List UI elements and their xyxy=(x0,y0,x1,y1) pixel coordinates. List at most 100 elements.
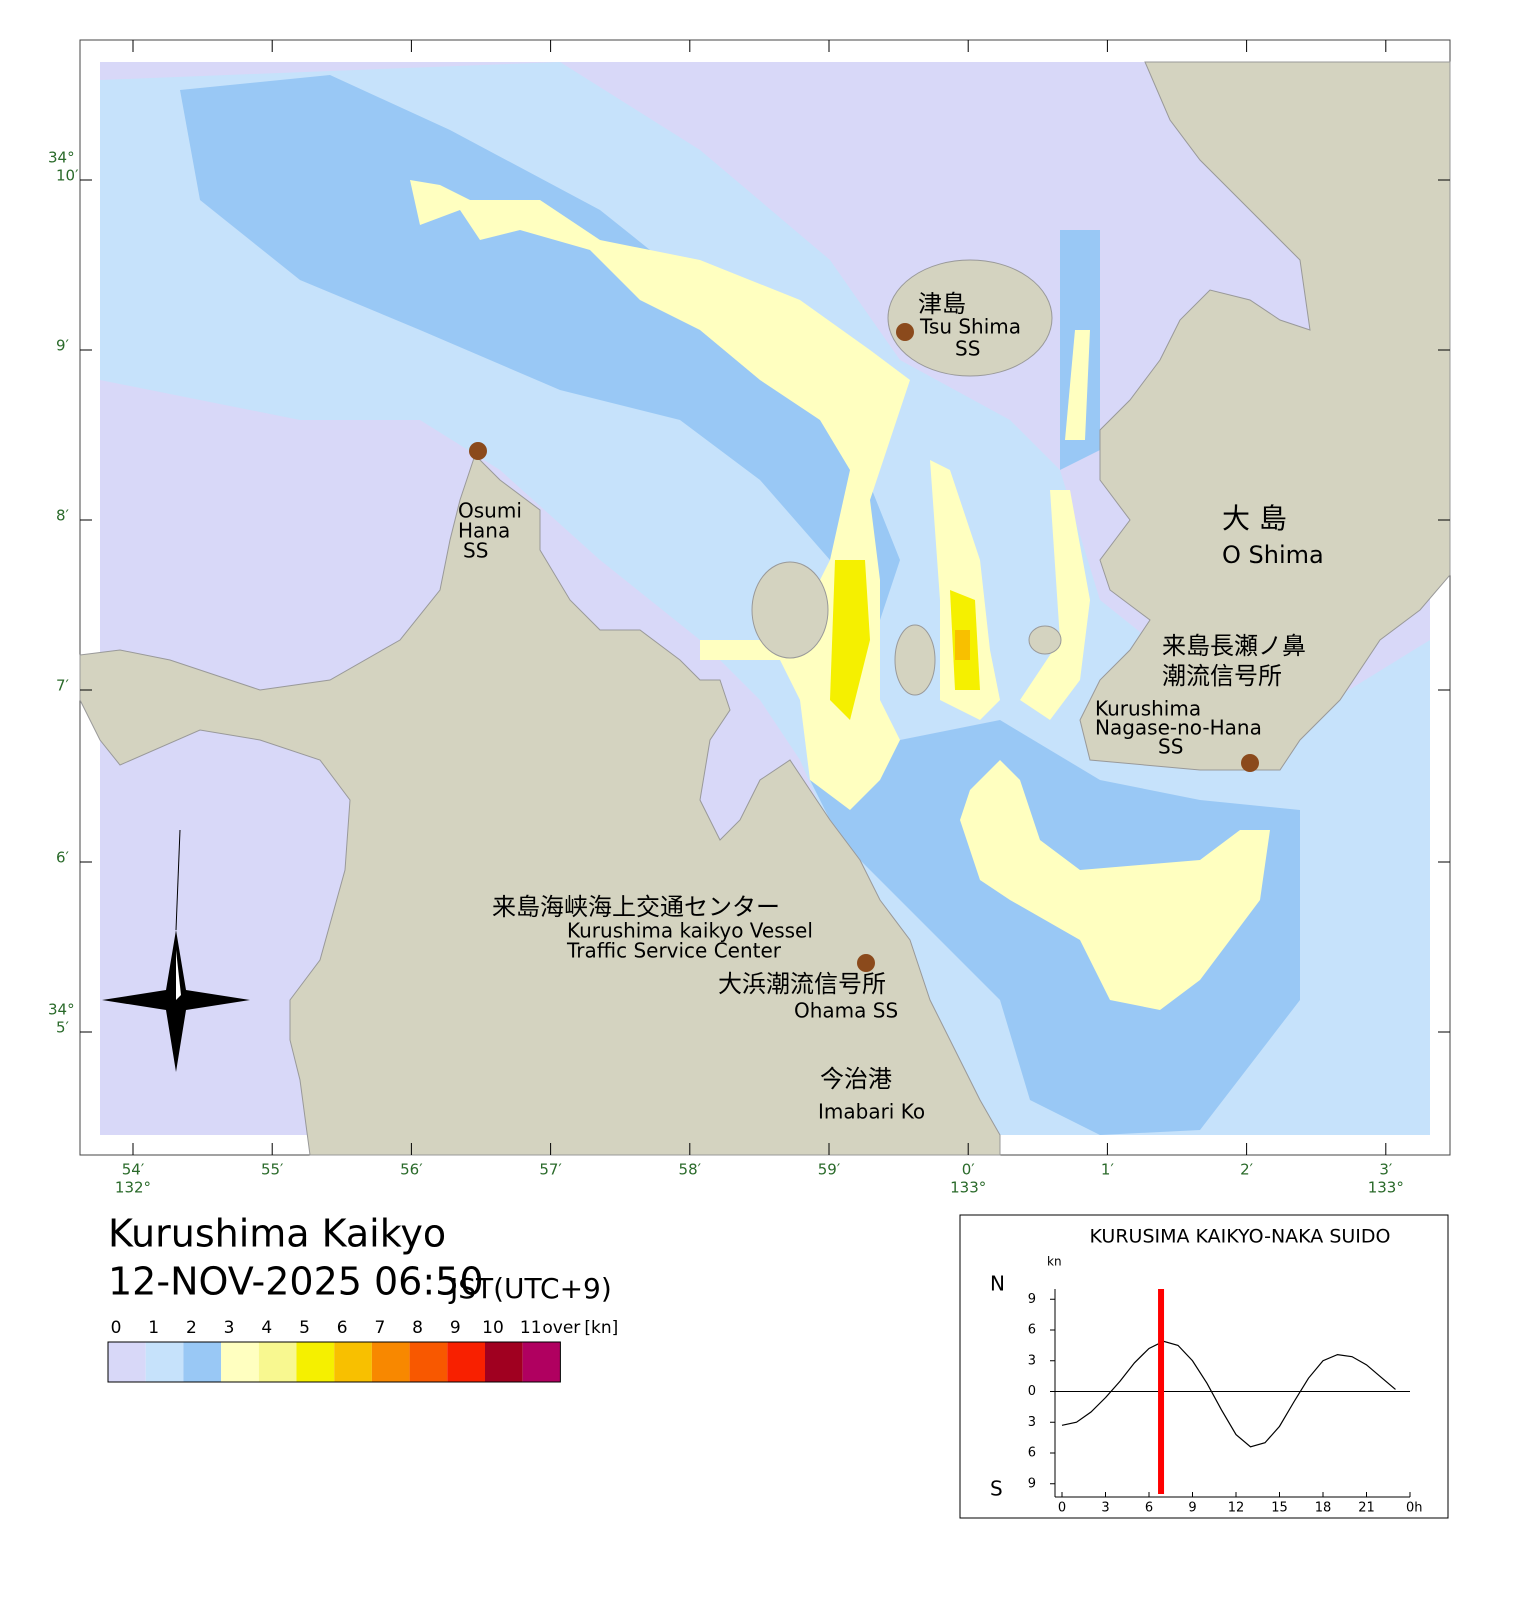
place-label: Tsu Shima xyxy=(919,315,1021,339)
lon-minute: 54′ xyxy=(122,1161,145,1179)
y-tick-label: 6 xyxy=(1028,1323,1036,1338)
place-label: Kurushima xyxy=(1095,697,1201,721)
x-tick-label: 9 xyxy=(1188,1501,1196,1516)
lon-degree: 133° xyxy=(1368,1179,1404,1197)
tide-unit: kn xyxy=(1047,1255,1062,1269)
current-zone xyxy=(1065,330,1090,440)
place-label: SS xyxy=(955,337,980,361)
legend-frame xyxy=(107,1341,561,1383)
stations xyxy=(469,323,1259,972)
legend-label: 9 xyxy=(450,1318,461,1338)
compass xyxy=(102,829,250,1072)
lat-minute: 5′ xyxy=(56,1019,70,1037)
lat-minute: 7′ xyxy=(56,677,70,695)
lat-minute: 10′ xyxy=(56,167,79,185)
lat-degree: 34° xyxy=(48,1001,75,1019)
place-label: Traffic Service Center xyxy=(566,939,782,963)
place-label: 来島海峡海上交通センター xyxy=(492,893,780,921)
place-labels: 津島 Tsu Shima SS Osumi Hana SS 大 島 O Shim… xyxy=(458,290,1324,1124)
lon-degree: 133° xyxy=(950,1179,986,1197)
y-tick-label: 9 xyxy=(1028,1476,1036,1491)
place-label: 大浜潮流信号所 xyxy=(718,970,886,998)
legend-label: 5 xyxy=(299,1318,310,1338)
legend-label: 11 xyxy=(520,1318,542,1338)
place-label: Osumi xyxy=(458,499,522,523)
x-tick-label: 18 xyxy=(1315,1501,1332,1516)
lon-minute: 59′ xyxy=(818,1161,841,1179)
legend-swatch xyxy=(485,1342,523,1382)
legend-label: 1 xyxy=(148,1318,159,1338)
legend-label: 6 xyxy=(337,1318,348,1338)
place-label: Kurushima kaikyo Vessel xyxy=(567,919,813,943)
land xyxy=(894,624,936,696)
legend-swatch xyxy=(296,1342,335,1382)
legend-swatch xyxy=(334,1342,372,1382)
place-label: SS xyxy=(1158,735,1183,759)
lat-minute: 9′ xyxy=(56,337,70,355)
compass-rose xyxy=(150,975,202,1025)
compass-rose xyxy=(176,950,181,1000)
land xyxy=(887,259,1053,377)
place-label: Imabari Ko xyxy=(818,1100,925,1124)
place-label: Nagase-no-Hana xyxy=(1095,716,1262,740)
x-tick-label: 15 xyxy=(1271,1501,1288,1516)
compass-needle xyxy=(175,829,181,931)
x-tick-label: 12 xyxy=(1228,1501,1245,1516)
current-zone xyxy=(930,460,1000,720)
place-label: Ohama SS xyxy=(794,999,898,1023)
place-label: 今治港 xyxy=(820,1065,892,1093)
legend-swatch xyxy=(371,1342,410,1382)
x-tick-label: 3 xyxy=(1101,1501,1109,1516)
lon-minute: 55′ xyxy=(261,1161,284,1179)
datetime: 12-NOV-2025 06:50 xyxy=(108,1260,484,1304)
coordinate-labels: 34°10′9′8′7′6′34°5′54′132°55′ 56′ 57′ 58′ 59… xyxy=(48,40,1450,1197)
compass-rose xyxy=(102,930,250,1072)
station xyxy=(857,954,875,972)
current-zone xyxy=(955,630,970,660)
station xyxy=(1241,754,1259,772)
current-zone xyxy=(1020,490,1090,720)
north-label: N xyxy=(990,1272,1005,1296)
land xyxy=(1028,625,1062,655)
legend: 0 1 2 3 4 5 6 7 8 9 10 11 over [kn] xyxy=(107,1318,618,1383)
lon-minute: 58′ xyxy=(679,1161,702,1179)
land xyxy=(1079,61,1451,771)
lat-degree: 34° xyxy=(48,149,75,167)
land xyxy=(79,454,1001,1156)
x-tick-label: 6 xyxy=(1145,1501,1153,1516)
tide-chart: KURUSIMA KAIKYO-NAKA SUIDO kn N S 9 6 3 0 3 6… xyxy=(959,1214,1449,1519)
lon-minute: 1′ xyxy=(1101,1161,1115,1179)
place-label: 大 島 xyxy=(1222,502,1287,535)
place-label: 津島 xyxy=(918,290,966,318)
y-tick-label: 9 xyxy=(1028,1292,1036,1307)
lon-minute: 2′ xyxy=(1240,1161,1254,1179)
map: 津島 Tsu Shima SS Osumi Hana SS 大 島 O Shim… xyxy=(48,39,1451,1197)
legend-label: 4 xyxy=(261,1318,272,1338)
legend-label: 8 xyxy=(412,1318,423,1338)
current-zone xyxy=(960,760,1270,1010)
x-tick-label: 0 xyxy=(1058,1501,1066,1516)
tide-chart-frame xyxy=(959,1214,1449,1519)
timezone: JST(UTC+9) xyxy=(448,1272,612,1305)
lon-minute: 57′ xyxy=(539,1161,562,1179)
legend-label: 2 xyxy=(186,1318,197,1338)
legend-label: 0 xyxy=(111,1318,122,1338)
legend-label: 7 xyxy=(374,1318,385,1338)
legend-swatch xyxy=(108,1342,146,1382)
y-tick-label: 6 xyxy=(1028,1446,1036,1461)
lon-minute: 3′ xyxy=(1379,1161,1393,1179)
y-tick-label: 3 xyxy=(1028,1415,1036,1430)
current-zone xyxy=(810,720,1300,1135)
legend-swatch xyxy=(258,1342,297,1382)
legend-unit: [kn] xyxy=(584,1318,618,1338)
legend-swatch xyxy=(145,1342,184,1382)
legend-swatch xyxy=(221,1342,259,1382)
lat-minute: 6′ xyxy=(56,849,70,867)
y-tick-label: 3 xyxy=(1028,1353,1036,1368)
place-label: 潮流信号所 xyxy=(1162,662,1282,690)
lat-minute: 8′ xyxy=(56,507,70,525)
x-tick-label: 0h xyxy=(1406,1501,1423,1516)
station xyxy=(896,323,914,341)
map-title: Kurushima Kaikyo xyxy=(108,1212,446,1256)
legend-over: over xyxy=(542,1318,580,1338)
